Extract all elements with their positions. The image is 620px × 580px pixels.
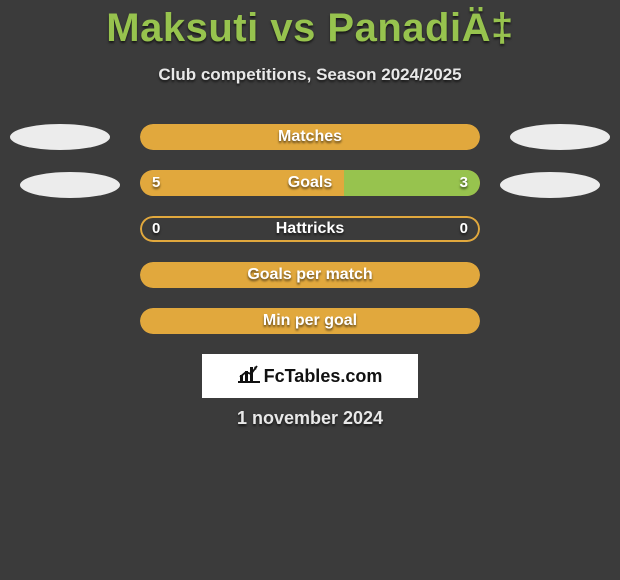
page-title: Maksuti vs PanadiÄ‡ <box>0 0 620 51</box>
stat-bar-bg <box>140 124 480 150</box>
stat-bar-bg <box>140 308 480 334</box>
player-left-oval <box>20 172 120 198</box>
stat-value-left: 0 <box>152 216 160 242</box>
stat-row-goals-per-match: Goals per match <box>0 262 620 290</box>
logo: FcTables.com <box>238 365 383 388</box>
stat-bar: Min per goal <box>140 308 480 334</box>
stat-bar: 5 Goals 3 <box>140 170 480 196</box>
player-left-oval <box>10 124 110 150</box>
stat-bar-bg <box>140 216 480 242</box>
logo-text: FcTables.com <box>264 366 383 387</box>
stat-value-right: 3 <box>460 170 468 196</box>
stat-fill-left <box>140 170 344 196</box>
stat-value-right: 0 <box>460 216 468 242</box>
subtitle: Club competitions, Season 2024/2025 <box>0 65 620 85</box>
player-right-oval <box>510 124 610 150</box>
stat-bar: Matches <box>140 124 480 150</box>
stat-value-left: 5 <box>152 170 160 196</box>
stat-bar: Goals per match <box>140 262 480 288</box>
player-right-oval <box>500 172 600 198</box>
stat-row-matches: Matches <box>0 124 620 152</box>
stat-row-goals: 5 Goals 3 <box>0 170 620 198</box>
stat-row-hattricks: 0 Hattricks 0 <box>0 216 620 244</box>
stat-bar: 0 Hattricks 0 <box>140 216 480 242</box>
date: 1 november 2024 <box>0 408 620 429</box>
logo-box[interactable]: FcTables.com <box>202 354 418 398</box>
chart-icon <box>238 365 260 388</box>
stat-bar-bg <box>140 262 480 288</box>
stat-row-min-per-goal: Min per goal <box>0 308 620 336</box>
